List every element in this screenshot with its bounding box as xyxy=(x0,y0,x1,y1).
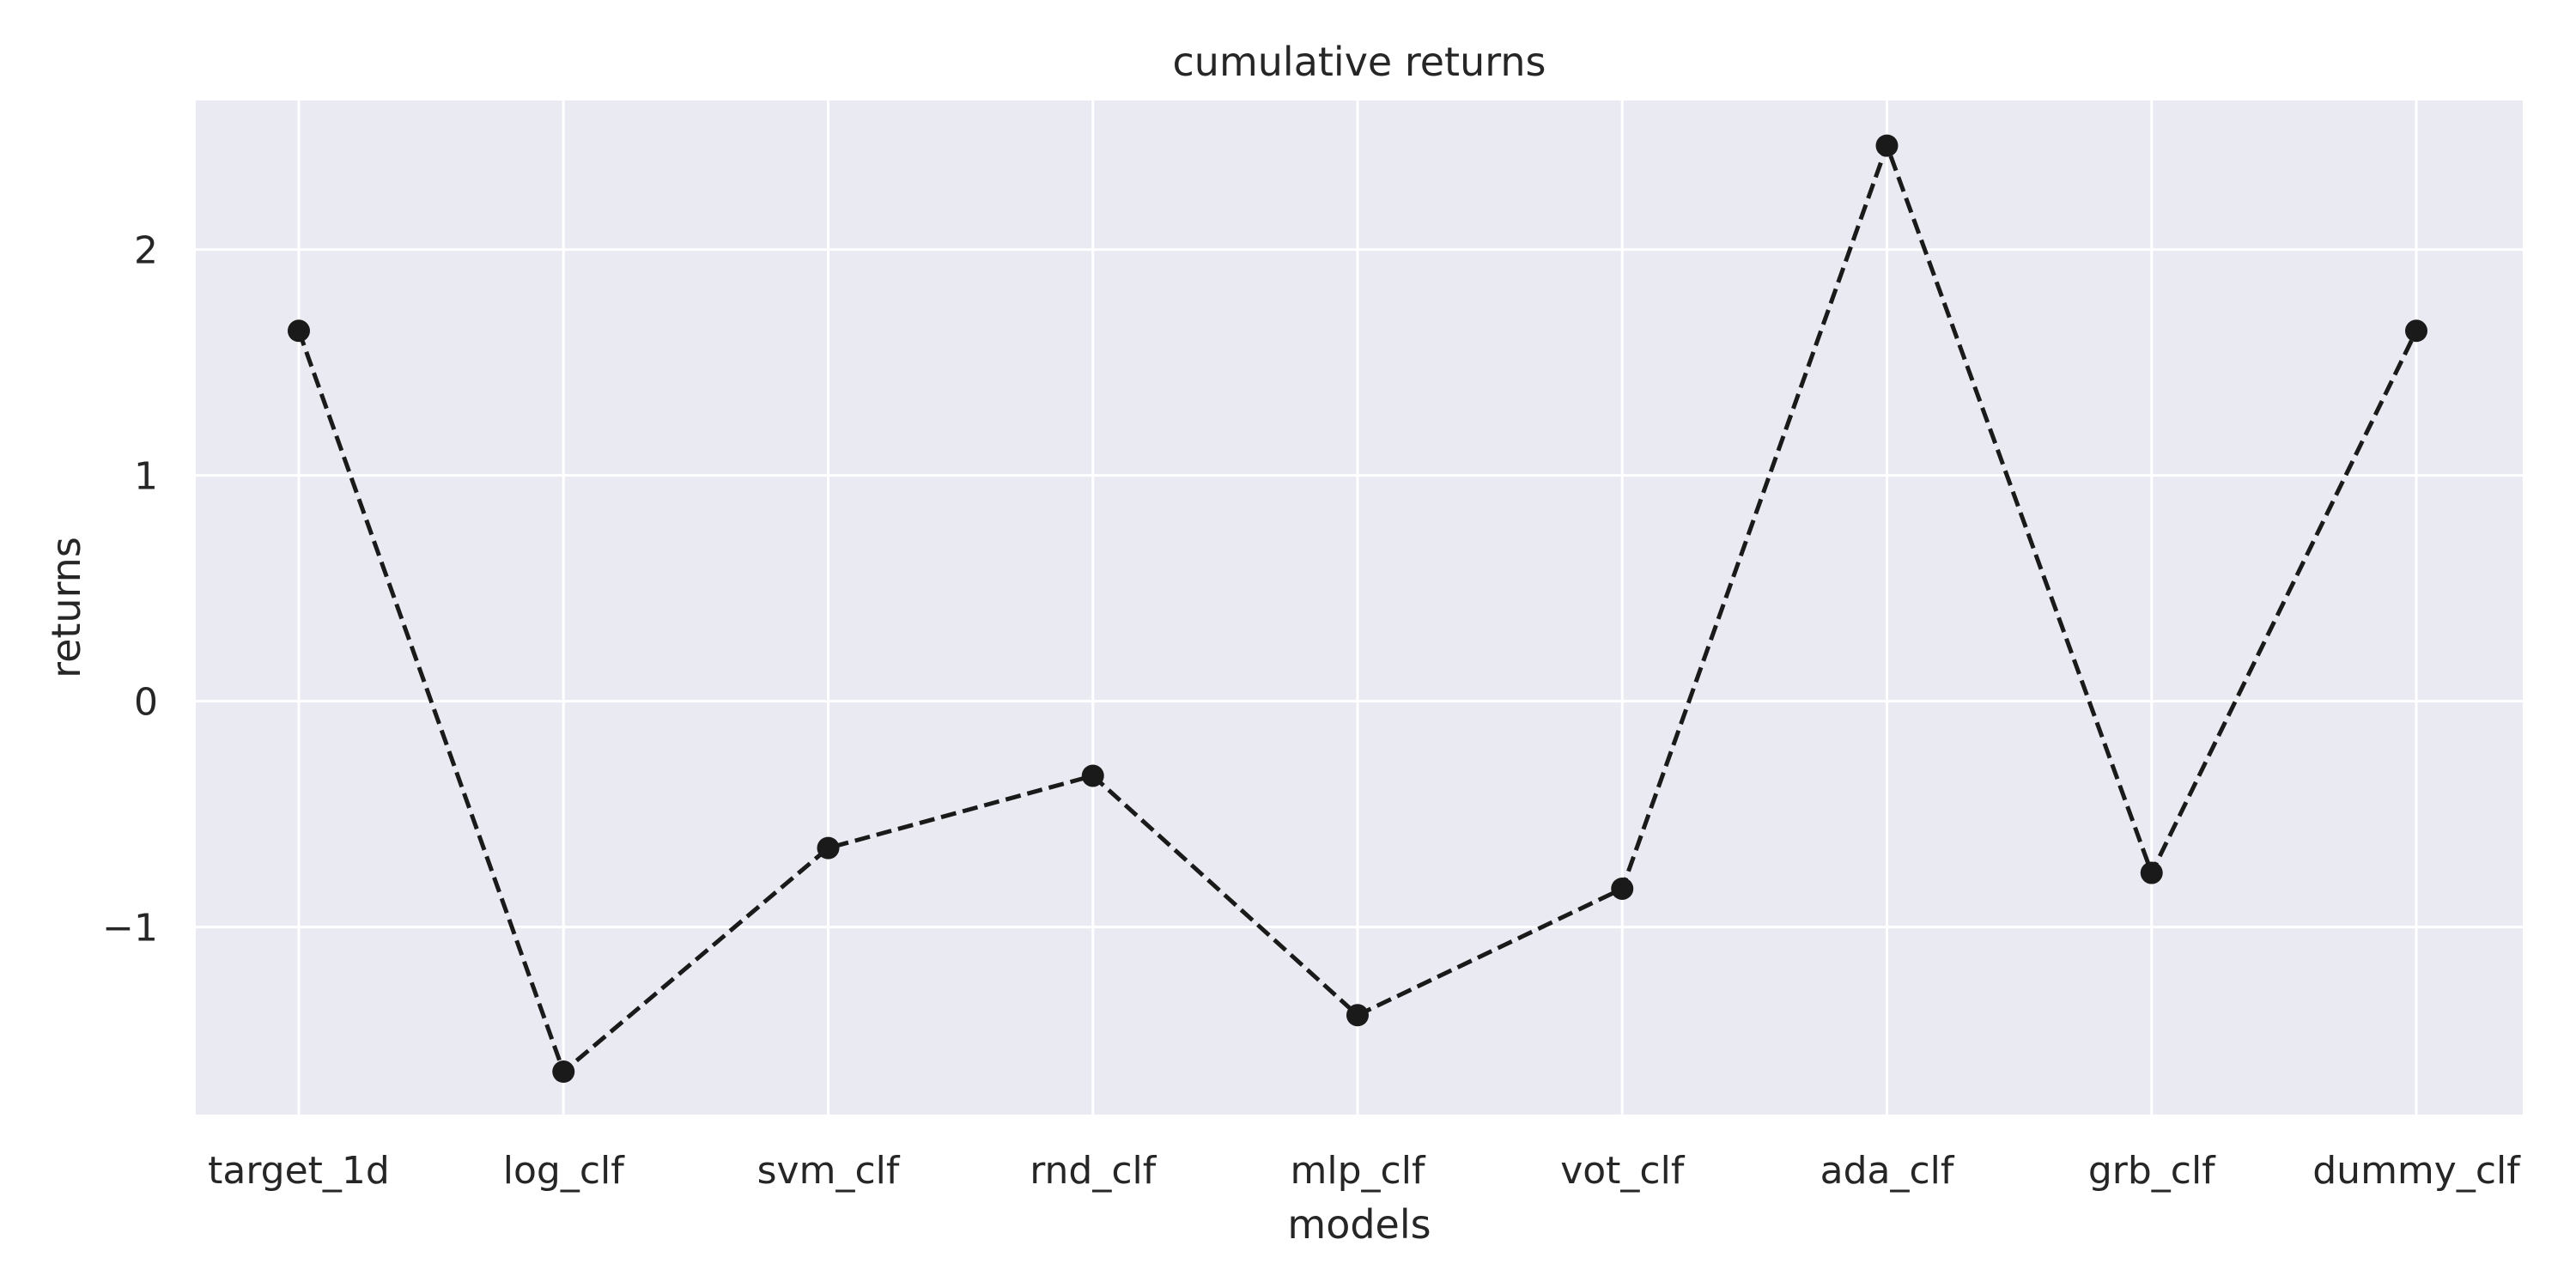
grid-lines xyxy=(196,100,2523,1115)
x-tick-label: log_clf xyxy=(503,1149,625,1193)
y-tick-label: −1 xyxy=(102,907,158,951)
y-tick-label: 1 xyxy=(134,455,158,499)
x-tick-label: dummy_clf xyxy=(2312,1149,2521,1193)
series-layer xyxy=(288,134,2427,1084)
data-point-target_1d xyxy=(288,319,310,343)
data-point-log_clf xyxy=(552,1060,575,1084)
x-tick-label: target_1d xyxy=(208,1149,390,1193)
y-tick-label: 2 xyxy=(134,229,158,273)
y-tick-label: 0 xyxy=(134,681,158,725)
x-tick-labels: target_1d log_clf svm_clf rnd_clf mlp_clf vot… xyxy=(208,1149,2521,1193)
x-tick-label: ada_clf xyxy=(1820,1149,1955,1193)
x-axis-label: models xyxy=(1287,1201,1431,1248)
y-axis-label: returns xyxy=(43,537,89,678)
x-tick-label: grb_clf xyxy=(2088,1149,2216,1193)
data-point-ada_clf xyxy=(1875,134,1899,157)
data-point-mlp_clf xyxy=(1346,1004,1369,1027)
data-point-dummy_clf xyxy=(2405,319,2427,343)
data-point-rnd_clf xyxy=(1081,764,1104,787)
x-tick-label: vot_clf xyxy=(1560,1149,1686,1193)
data-point-vot_clf xyxy=(1611,877,1634,900)
x-tick-label: mlp_clf xyxy=(1291,1149,1426,1193)
data-point-svm_clf xyxy=(817,836,840,860)
x-tick-label: svm_clf xyxy=(757,1149,901,1193)
plot-background xyxy=(196,100,2523,1115)
x-tick-label: rnd_clf xyxy=(1030,1149,1157,1193)
chart-title: cumulative returns xyxy=(1173,39,1546,85)
y-tick-labels: −1 0 1 2 xyxy=(102,229,158,951)
data-point-grb_clf xyxy=(2140,861,2163,884)
